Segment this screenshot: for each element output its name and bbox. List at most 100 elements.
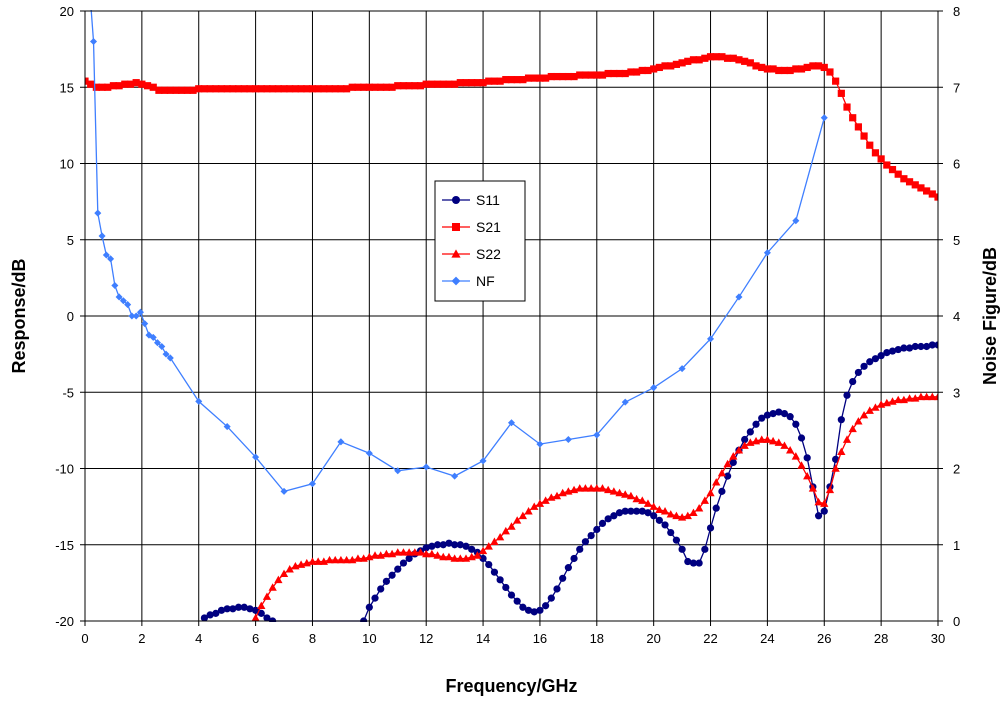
data-point-s22 (507, 522, 516, 530)
data-point-s21 (246, 85, 254, 93)
data-point-s21 (138, 80, 146, 88)
x-tick-label: 20 (646, 631, 660, 646)
data-point-s21 (189, 86, 197, 94)
data-point-nf (564, 436, 572, 444)
data-point-s21 (633, 68, 641, 76)
data-point-s11 (820, 507, 828, 515)
data-point-s11 (621, 507, 629, 515)
data-point-s11 (428, 542, 436, 550)
data-point-s21 (775, 66, 783, 75)
data-point-s21 (485, 77, 493, 85)
x-tick-label: 6 (252, 631, 259, 646)
data-point-s21 (871, 149, 880, 157)
data-point-s21 (763, 65, 771, 73)
data-point-s21 (382, 83, 390, 91)
data-point-s22 (717, 468, 727, 477)
data-point-s22 (353, 554, 363, 562)
x-tick-label: 30 (931, 631, 945, 646)
data-point-s22 (257, 601, 266, 610)
data-point-s11 (655, 516, 663, 524)
data-point-s21 (195, 85, 203, 93)
data-point-s11 (496, 576, 504, 584)
data-point-s21 (718, 53, 726, 61)
data-point-s21 (331, 85, 339, 93)
data-point-s11 (633, 507, 641, 515)
data-point-s22 (660, 507, 670, 515)
y-tick-label: 10 (60, 157, 74, 172)
data-point-s21 (507, 76, 516, 84)
data-point-s22 (797, 461, 806, 469)
data-point-s22 (894, 395, 903, 404)
data-point-s22 (649, 502, 658, 510)
data-point-s11 (832, 455, 840, 463)
data-point-nf (98, 232, 106, 240)
data-point-s11 (399, 559, 408, 567)
data-point-s21 (769, 65, 777, 73)
data-point-s21 (371, 83, 379, 91)
data-point-nf (107, 255, 115, 263)
data-point-s22 (342, 555, 351, 564)
y-tick-label: 20 (60, 4, 74, 19)
data-point-s22 (854, 417, 863, 425)
legend-label-s11: S11 (476, 192, 500, 208)
data-point-nf (141, 320, 149, 328)
data-point-s11 (439, 541, 447, 549)
data-point-s11 (246, 605, 254, 613)
data-point-s11 (888, 347, 897, 355)
legend-label-s21: S21 (476, 219, 501, 235)
data-point-s21 (92, 83, 100, 91)
data-point-s11 (252, 606, 260, 614)
x-tick-label: 0 (81, 631, 88, 646)
data-point-s11 (240, 603, 248, 611)
data-point-s21 (121, 80, 129, 88)
data-point-s21 (240, 85, 248, 93)
data-point-s11 (507, 591, 516, 599)
data-point-s21 (303, 85, 311, 93)
data-point-s21 (587, 71, 595, 79)
data-point-s22 (422, 549, 431, 558)
data-point-nf (136, 308, 144, 316)
series-clip (85, 10, 938, 622)
data-point-s21 (615, 69, 624, 78)
data-point-s21 (428, 80, 436, 88)
data-point-s21 (456, 79, 464, 87)
data-point-s21 (792, 65, 800, 73)
data-point-s22 (734, 446, 744, 454)
data-point-s21 (814, 62, 823, 70)
data-point-s22 (609, 487, 618, 495)
data-point-s21 (667, 62, 675, 70)
data-point-s21 (85, 77, 89, 85)
legend-marker-s21 (452, 223, 460, 231)
data-point-s21 (598, 71, 607, 79)
data-point-s11 (803, 454, 811, 462)
data-point-s21 (849, 114, 857, 122)
data-point-s21 (712, 53, 720, 61)
data-point-s11 (445, 539, 453, 547)
data-point-nf (115, 293, 123, 301)
data-point-s11 (650, 512, 658, 520)
data-point-s11 (257, 609, 265, 617)
data-point-s21 (723, 54, 732, 62)
data-point-s11 (502, 583, 510, 592)
data-point-nf (252, 453, 260, 461)
data-point-s11 (371, 594, 379, 602)
data-point-s22 (314, 557, 323, 565)
data-point-s22 (672, 511, 681, 520)
y2-tick-label: 5 (953, 233, 960, 248)
data-point-s21 (109, 82, 118, 90)
data-point-s11 (604, 515, 612, 523)
data-point-s11 (456, 541, 464, 549)
data-point-s21 (928, 190, 936, 198)
data-point-s22 (729, 452, 738, 460)
data-point-s21 (252, 85, 260, 93)
data-point-s22 (439, 552, 448, 561)
data-point-s11 (542, 602, 550, 610)
data-point-s21 (115, 82, 123, 90)
data-point-s11 (877, 352, 885, 360)
data-point-s11 (763, 411, 772, 419)
data-point-s11 (223, 605, 231, 613)
data-point-s11 (638, 507, 646, 515)
data-point-s11 (405, 554, 413, 563)
data-point-s22 (865, 406, 874, 414)
data-point-s11 (769, 410, 777, 418)
